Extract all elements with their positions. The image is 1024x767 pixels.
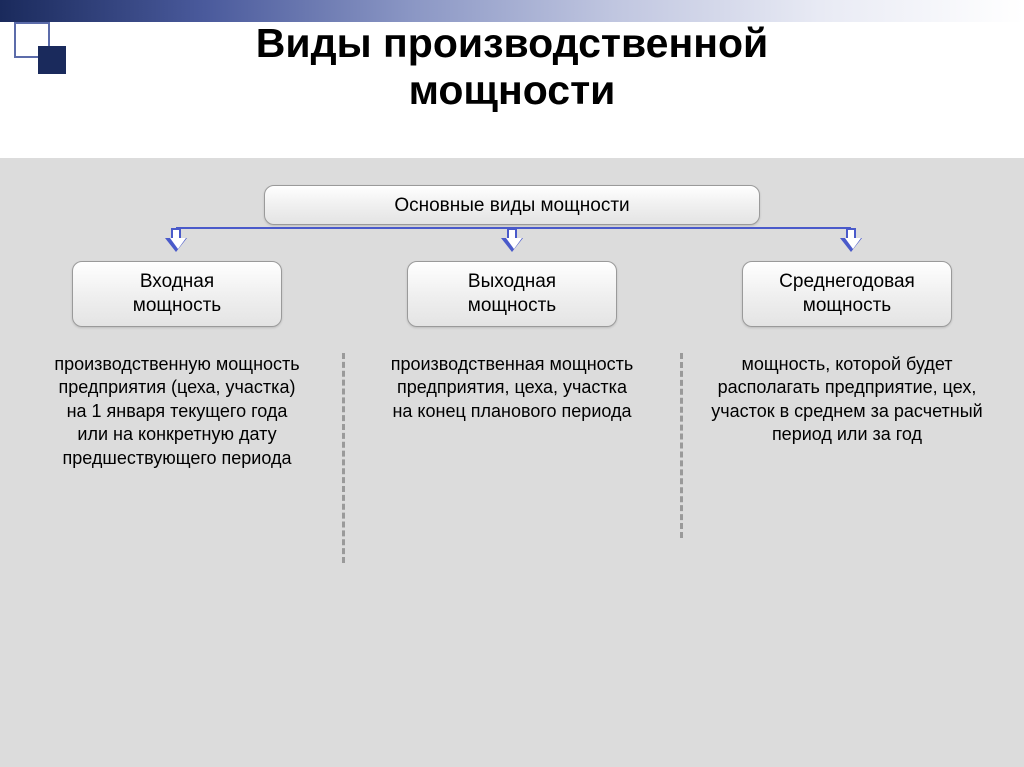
header-gradient-bar [0, 0, 1024, 22]
child-node-output: Выходнаямощность [407, 261, 617, 327]
divider-dashed [680, 353, 683, 538]
content-region: Основные виды мощности Входнаямощность В… [0, 158, 1024, 767]
root-node: Основные виды мощности [264, 185, 760, 225]
child-node-label: Входнаямощность [133, 270, 221, 318]
child-node-input: Входнаямощность [72, 261, 282, 327]
child-description: производственная мощность предприятия, ц… [388, 353, 636, 423]
divider-dashed [342, 353, 345, 563]
child-node-label: Выходнаямощность [468, 270, 556, 318]
slide-title-area: Виды производственноймощности [0, 20, 1024, 114]
root-node-label: Основные виды мощности [394, 195, 629, 216]
child-description: мощность, которой будет располагать пред… [710, 353, 984, 447]
child-description: производственную мощность предприятия (ц… [50, 353, 304, 470]
child-node-avg: Среднегодоваямощность [742, 261, 952, 327]
slide-title: Виды производственноймощности [0, 20, 1024, 114]
child-node-label: Среднегодоваямощность [779, 270, 915, 318]
